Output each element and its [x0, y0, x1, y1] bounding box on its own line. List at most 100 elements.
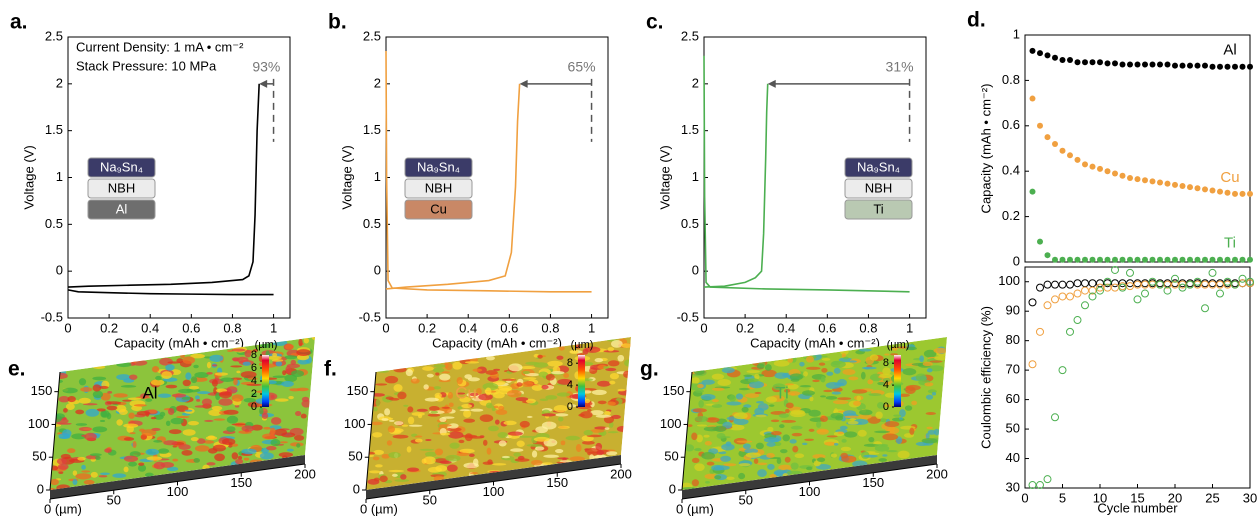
- texture: [517, 435, 534, 438]
- point: [1082, 256, 1088, 263]
- texture: [806, 466, 813, 471]
- texture: [898, 393, 911, 397]
- texture: [166, 466, 179, 472]
- texture: [405, 369, 413, 377]
- texture: [584, 346, 601, 353]
- colorbar-tick-label: 8: [567, 357, 573, 369]
- texture: [373, 406, 378, 412]
- texture: [129, 374, 138, 380]
- texture: [558, 345, 565, 351]
- point: [1232, 63, 1238, 70]
- texture: [178, 444, 191, 450]
- texture: [785, 408, 790, 414]
- texture: [774, 372, 789, 379]
- texture: [123, 455, 139, 462]
- texture: [419, 448, 435, 451]
- point: [1104, 168, 1111, 175]
- texture: [736, 440, 753, 443]
- texture: [864, 367, 870, 370]
- texture: [738, 472, 746, 480]
- texture: [746, 370, 760, 374]
- texture: [223, 409, 239, 415]
- texture: [711, 373, 725, 380]
- texture: [838, 357, 853, 363]
- y-tick-label: 2.5: [363, 28, 381, 43]
- point: [1028, 360, 1037, 369]
- texture: [212, 444, 226, 452]
- texture: [75, 423, 88, 426]
- texture: [280, 441, 288, 444]
- point: [1209, 63, 1216, 70]
- texture: [691, 432, 698, 441]
- texture: [611, 414, 621, 420]
- y-tick-label: 150: [347, 383, 369, 398]
- texture: [211, 405, 223, 411]
- texture: [863, 454, 878, 458]
- texture: [519, 366, 536, 370]
- texture: [832, 400, 849, 405]
- point: [1037, 122, 1043, 129]
- texture: [539, 398, 549, 402]
- texture: [230, 365, 243, 368]
- texture: [190, 353, 205, 359]
- texture: [587, 408, 592, 412]
- texture: [766, 453, 775, 458]
- stack-layer: [87, 157, 156, 178]
- texture: [684, 444, 695, 452]
- panel-label: f.: [324, 358, 337, 381]
- x-axis-label: Capacity (mAh • cm⁻²): [750, 335, 880, 350]
- texture: [407, 406, 414, 413]
- texture: [388, 419, 395, 422]
- y-tick-label: -0.5: [359, 309, 381, 324]
- texture: [469, 471, 479, 475]
- texture: [370, 421, 383, 426]
- texture: [584, 398, 591, 404]
- x-tick-label: 0.8: [541, 320, 559, 335]
- point: [1239, 63, 1246, 70]
- texture: [776, 457, 782, 464]
- texture: [603, 366, 610, 369]
- texture: [493, 368, 501, 371]
- texture: [531, 384, 544, 391]
- x-tick-label: 15: [1130, 490, 1144, 505]
- texture: [485, 370, 498, 375]
- texture: [858, 348, 872, 352]
- texture: [778, 464, 793, 471]
- texture: [206, 361, 212, 369]
- texture: [701, 379, 715, 385]
- point: [1187, 184, 1193, 191]
- texture: [545, 395, 558, 400]
- texture: [470, 408, 484, 412]
- texture: [272, 375, 286, 379]
- point: [1142, 61, 1148, 68]
- point: [1232, 256, 1238, 263]
- panel-label: g.: [640, 358, 659, 381]
- texture: [884, 421, 900, 428]
- point: [1119, 256, 1126, 263]
- point: [1247, 63, 1253, 70]
- texture: [120, 385, 137, 388]
- point: [1157, 179, 1163, 186]
- texture: [188, 385, 200, 390]
- texture: [242, 361, 251, 366]
- texture: [580, 411, 593, 419]
- texture: [78, 397, 91, 404]
- colorbar-tick-label: 8: [251, 349, 257, 361]
- texture: [921, 438, 938, 444]
- point: [1223, 277, 1232, 286]
- texture: [445, 454, 461, 462]
- texture: [886, 450, 898, 453]
- texture: [933, 428, 940, 436]
- texture: [479, 414, 494, 422]
- point: [1074, 156, 1081, 163]
- point: [1029, 95, 1036, 102]
- texture: [211, 379, 218, 387]
- curve: [385, 83, 521, 290]
- point: [1082, 59, 1088, 66]
- texture: [80, 387, 93, 392]
- colorbar-label: (µm): [571, 339, 594, 351]
- texture: [486, 447, 492, 455]
- colorbar-tick-label: 4: [567, 379, 573, 391]
- texture: [501, 378, 517, 381]
- texture: [488, 425, 499, 432]
